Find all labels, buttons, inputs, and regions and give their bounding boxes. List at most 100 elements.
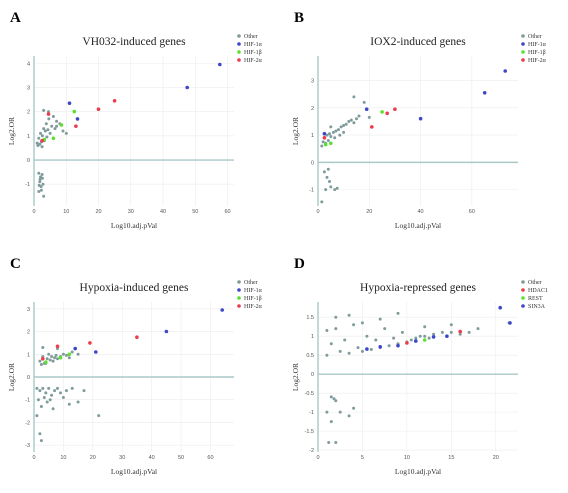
data-point bbox=[76, 400, 80, 404]
legend-label: HIF-1α bbox=[244, 288, 263, 294]
data-point bbox=[48, 358, 52, 362]
data-point bbox=[458, 329, 462, 334]
data-point bbox=[51, 115, 55, 118]
data-point bbox=[347, 351, 351, 355]
data-point bbox=[42, 108, 46, 112]
data-point bbox=[37, 136, 41, 140]
data-point bbox=[418, 334, 422, 338]
data-point bbox=[383, 327, 387, 331]
data-point bbox=[70, 350, 74, 354]
data-point bbox=[418, 116, 423, 121]
x-tick-label: 5 bbox=[361, 455, 364, 461]
data-point bbox=[323, 142, 328, 147]
data-point bbox=[349, 118, 353, 122]
data-point bbox=[55, 124, 59, 128]
y-tick-label: 0 bbox=[311, 160, 314, 166]
data-point bbox=[338, 349, 342, 353]
data-point bbox=[325, 410, 329, 414]
legend-marker bbox=[521, 304, 525, 308]
data-point bbox=[185, 85, 189, 90]
data-point bbox=[423, 325, 427, 329]
data-point bbox=[508, 321, 512, 325]
legend-marker bbox=[521, 50, 525, 54]
data-point bbox=[41, 182, 45, 186]
data-point bbox=[39, 188, 43, 192]
data-point bbox=[337, 128, 340, 132]
data-point bbox=[42, 396, 46, 399]
data-point bbox=[35, 141, 39, 145]
data-point bbox=[50, 124, 54, 128]
data-point bbox=[46, 128, 50, 132]
data-point bbox=[320, 144, 324, 148]
data-point bbox=[328, 180, 331, 183]
x-axis-label: Log10.adj.pVal bbox=[395, 467, 441, 476]
data-point bbox=[321, 140, 325, 144]
data-point bbox=[37, 190, 41, 193]
data-point bbox=[347, 120, 351, 123]
x-axis-label: Log10.adj.pVal bbox=[111, 221, 157, 230]
legend-label: Other bbox=[244, 34, 258, 40]
data-point bbox=[42, 194, 46, 198]
data-point bbox=[58, 355, 63, 360]
data-point bbox=[56, 357, 59, 361]
legend-marker bbox=[521, 34, 525, 38]
y-tick-label: -1 bbox=[309, 188, 314, 194]
scatter-chart: IOX2-induced genes 0 20 40 60 -1 0 1 2 3 Log10.adj… bbox=[291, 34, 547, 230]
data-point bbox=[355, 117, 358, 121]
data-point bbox=[53, 389, 57, 393]
data-point bbox=[503, 69, 507, 73]
data-point bbox=[96, 107, 101, 111]
data-point bbox=[322, 131, 327, 136]
legend-marker bbox=[237, 280, 241, 284]
legend-label: REST bbox=[528, 296, 543, 302]
y-tick-label: -3 bbox=[25, 443, 30, 449]
x-tick-label: 40 bbox=[418, 209, 424, 215]
data-point bbox=[364, 107, 369, 111]
data-point bbox=[44, 122, 48, 126]
data-point bbox=[320, 200, 324, 204]
data-point bbox=[440, 330, 444, 334]
data-point bbox=[378, 317, 382, 321]
data-point bbox=[48, 398, 52, 402]
y-tick-label: -2 bbox=[309, 448, 314, 454]
data-point bbox=[326, 139, 330, 142]
data-point bbox=[378, 345, 382, 349]
y-tick-label: 0.5 bbox=[306, 353, 314, 359]
data-point bbox=[40, 176, 44, 180]
data-point bbox=[51, 136, 56, 141]
legend-label: Other bbox=[244, 280, 258, 286]
data-point bbox=[328, 132, 331, 136]
panel-d: D Hypoxia-repressed genes 0 5 10 15 20 -2 -1.5-… bbox=[284, 246, 568, 492]
data-point bbox=[423, 334, 427, 338]
x-axis-label: Log10.adj.pVal bbox=[111, 467, 157, 476]
data-point bbox=[498, 305, 502, 310]
data-point bbox=[431, 335, 436, 339]
data-point bbox=[329, 135, 333, 138]
data-point bbox=[38, 180, 42, 184]
data-point bbox=[324, 188, 328, 192]
data-point bbox=[322, 136, 327, 140]
chart-title: Hypoxia-repressed genes bbox=[360, 282, 476, 294]
data-point bbox=[41, 346, 45, 349]
x-tick-label: 30 bbox=[128, 209, 134, 215]
y-tick-label: -2 bbox=[25, 420, 30, 426]
data-point bbox=[329, 342, 333, 346]
data-point bbox=[39, 363, 43, 366]
data-point bbox=[342, 130, 346, 134]
data-point bbox=[370, 125, 374, 129]
data-point bbox=[54, 353, 58, 357]
data-point bbox=[72, 109, 77, 114]
x-tick-label: 10 bbox=[60, 455, 66, 461]
legend-label: HIF-2α bbox=[244, 304, 263, 310]
data-point bbox=[449, 330, 453, 334]
data-point bbox=[53, 356, 57, 360]
data-point bbox=[334, 315, 338, 319]
data-point bbox=[342, 124, 346, 127]
x-tick-label: 10 bbox=[63, 209, 69, 215]
y-tick-label: 0 bbox=[27, 158, 30, 164]
data-point bbox=[61, 129, 65, 133]
data-point bbox=[339, 125, 343, 129]
data-point bbox=[334, 441, 338, 444]
panel-letter: A bbox=[10, 10, 21, 26]
data-point bbox=[414, 336, 418, 340]
